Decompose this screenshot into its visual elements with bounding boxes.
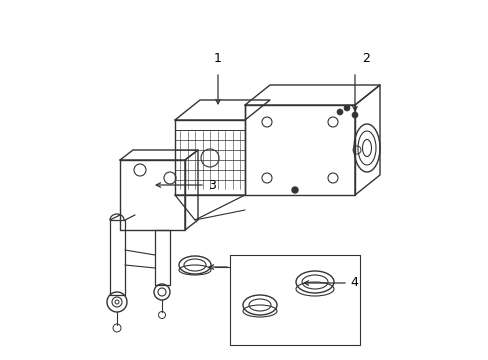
Circle shape: [336, 109, 342, 115]
Circle shape: [343, 105, 349, 111]
Circle shape: [291, 187, 297, 193]
Circle shape: [351, 112, 357, 118]
Text: 4: 4: [349, 276, 357, 289]
Text: 3: 3: [207, 179, 215, 192]
Text: 1: 1: [214, 52, 222, 65]
Text: 2: 2: [361, 52, 369, 65]
